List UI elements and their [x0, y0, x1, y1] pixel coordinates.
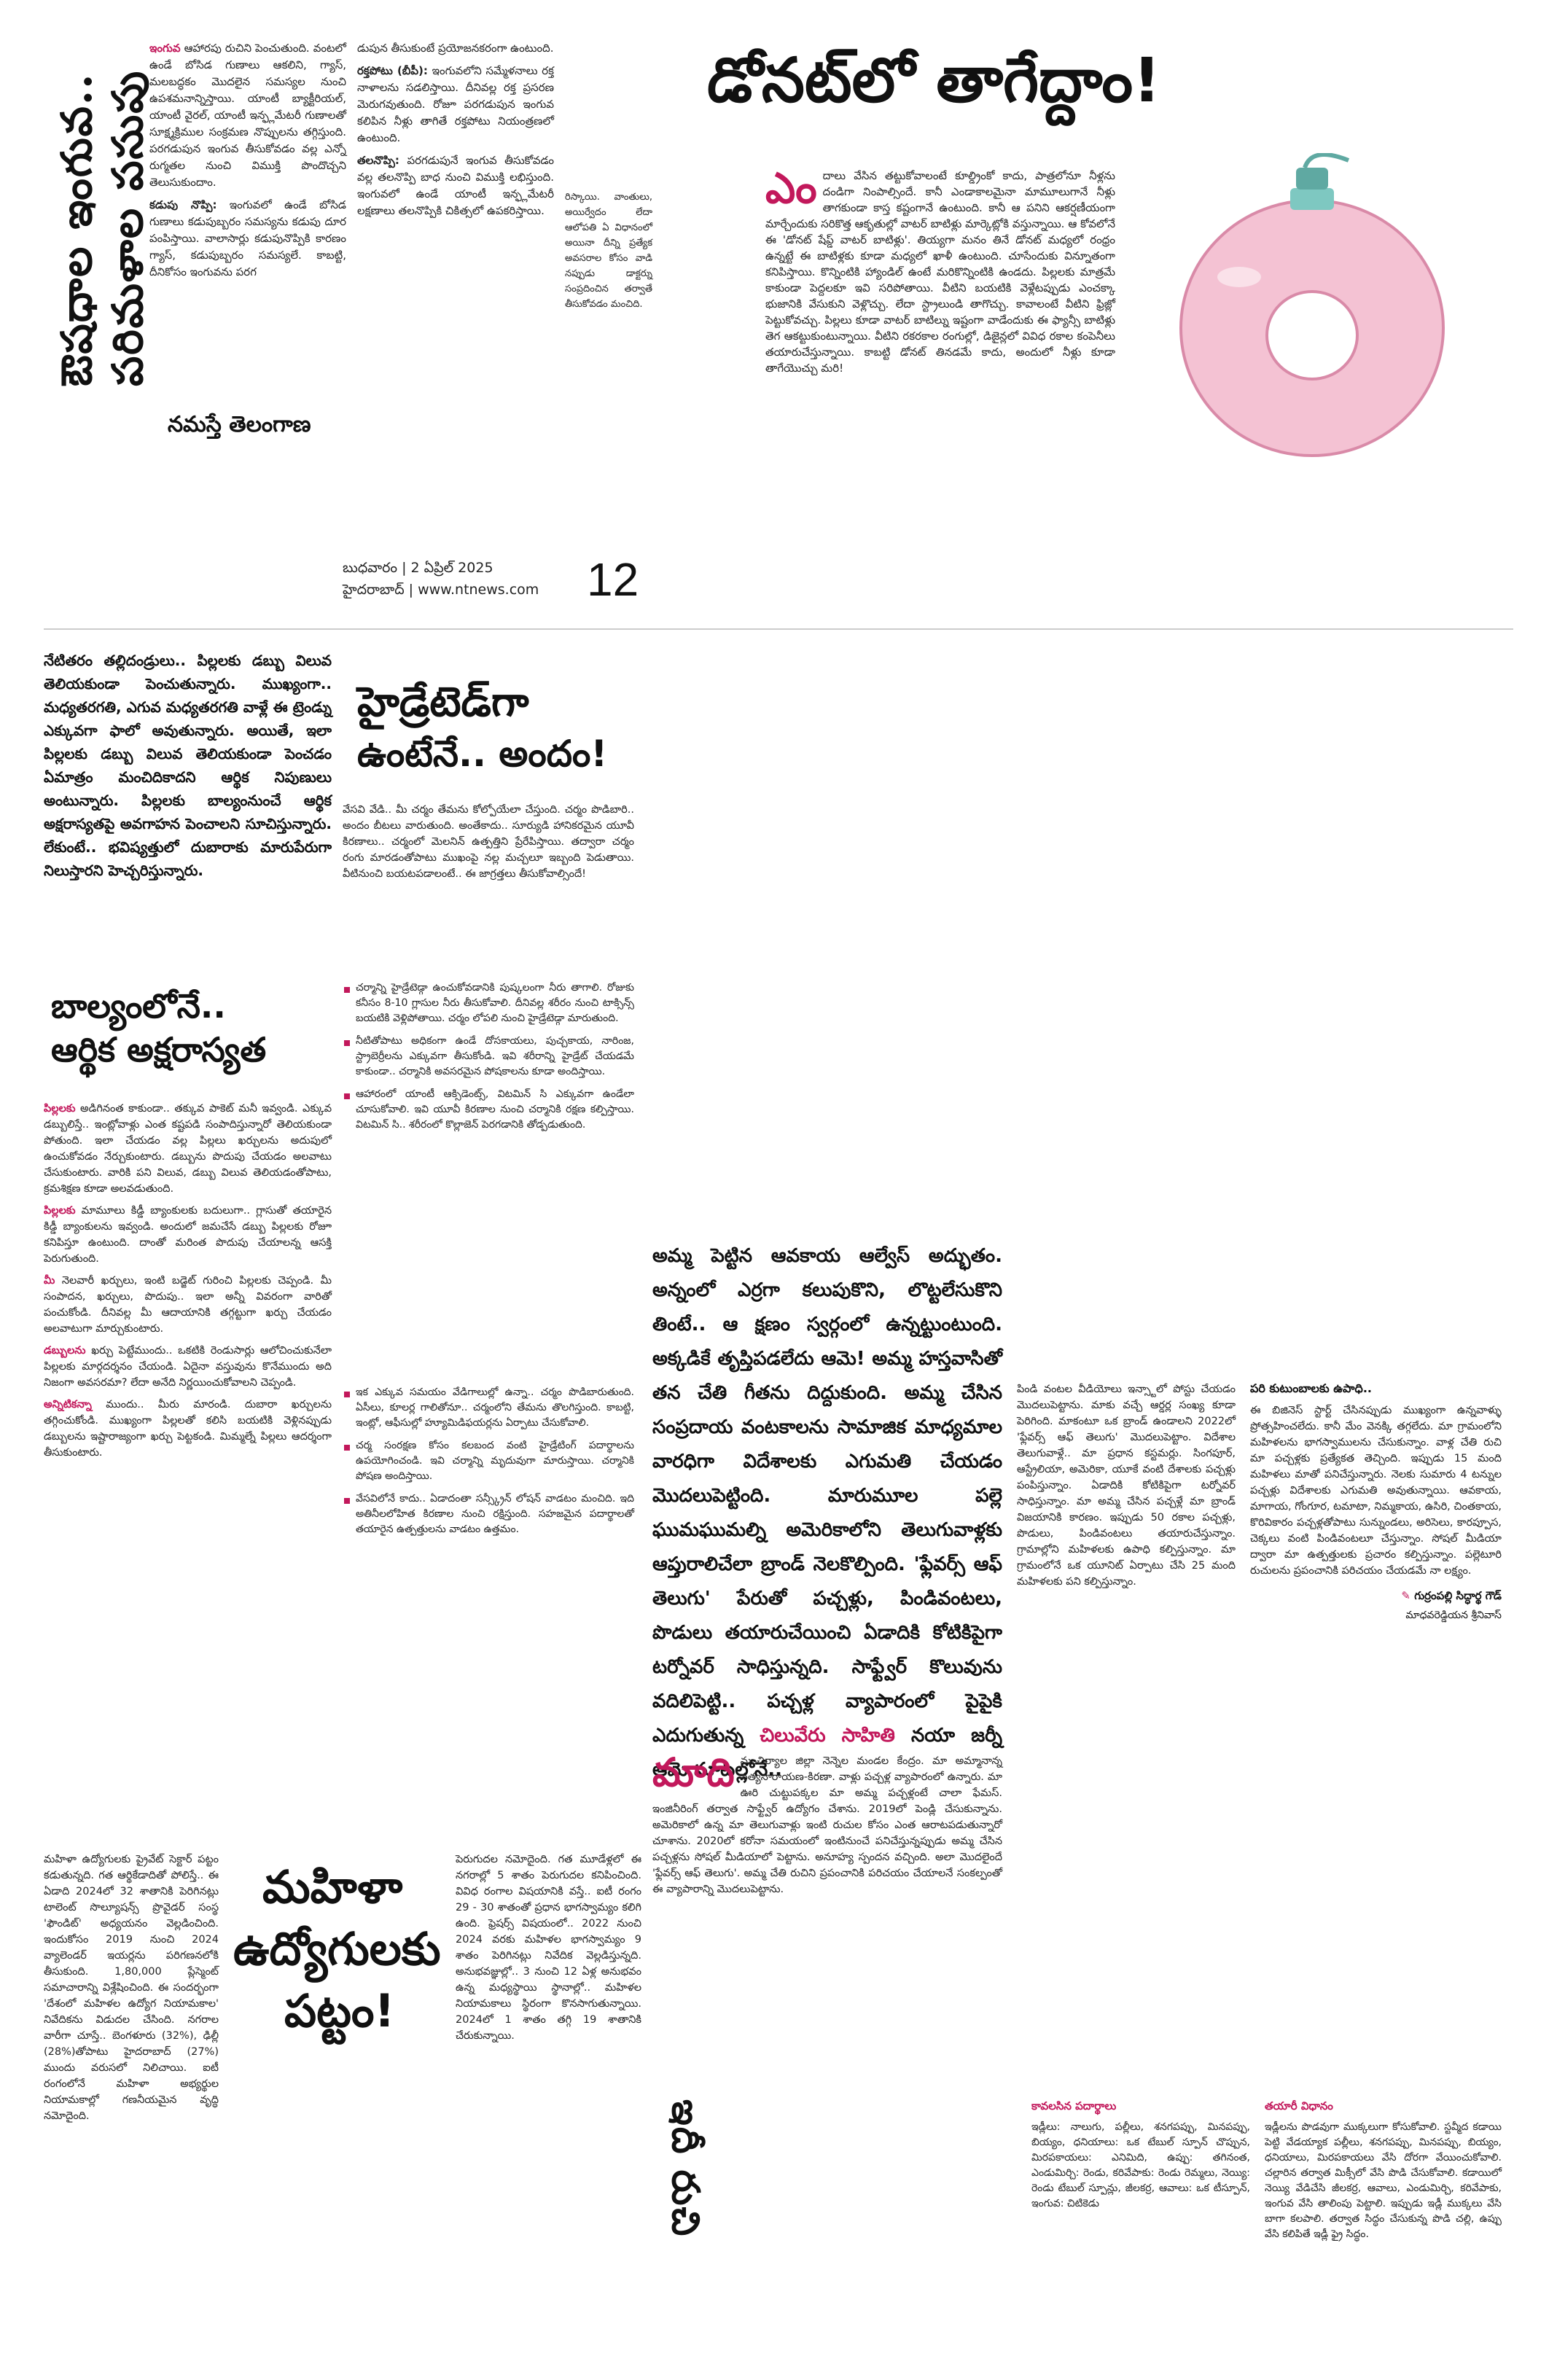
hydrated-bullet: ఆహారంలో యాంటీ ఆక్సిడెంట్స్, విటమిన్ సి ఎ…: [343, 1087, 634, 1133]
finance-title-2: ఆర్థిక అక్షరాస్యత: [51, 1030, 267, 1069]
inguva-para-4: రక్తపోటు (బీపీ): ఇంగువలోని సమ్మేళనాలు రక…: [357, 64, 554, 144]
masthead-rule: [44, 628, 1513, 630]
donut-drop-cap: ఎం: [765, 163, 817, 213]
inguva-para-1: ఇంగువ ఆహారపు రుచిని పెంచుతుంది. వంటలో ఉం…: [149, 42, 346, 189]
section-hydrated: హైడ్రేటెడ్‌గా ఉంటేనే.. అందం! వేసవి వేడి.…: [343, 649, 641, 1837]
inguva-para-3: డుపున తీసుకుంటే ప్రయోజనకరంగా ఉంటుంది.: [357, 42, 554, 55]
hydrated-bullet: చర్మ సంరక్షణ కోసం కలబంద వంటి హైడ్రేటింగ్…: [343, 1438, 634, 1484]
women-title-2: ఉద్యోగులకు: [233, 1922, 441, 1975]
hydrated-bullets: చర్మాన్ని హైడ్రేటెడ్గా ఉంచుకోవడానికి పుష…: [343, 980, 634, 1140]
hydrated-intro: వేసవి వేడి.. మీ చర్మం తేమను కోల్పోయేలా చ…: [343, 804, 634, 880]
donut-title: డోనట్‌లో తాగేద్దాం!: [707, 44, 1161, 116]
pickles-col-c: పరి కుటుంబాలకు ఉపాధి.. ఈ బిజినెస్ స్టార్…: [1250, 1381, 1502, 1623]
hydrated-bullet: చర్మాన్ని హైడ్రేటెడ్గా ఉంచుకోవడానికి పుష…: [343, 980, 634, 1026]
date-strip: బుధవారం | 2 ఏప్రిల్ 2025 హైదరాబాద్ | www…: [343, 554, 663, 618]
inguva-col-c: రిస్కాయి. వాంతులు, అయిర్వేదం లేదా ఆలోపతి…: [565, 192, 652, 310]
hydrated-title-1: హైడ్రేటెడ్‌గా: [357, 679, 529, 726]
recipe-vertical-title: ఇదీ రుచి: [663, 2099, 708, 2238]
pickles-body: మాది మంచిర్యాల జిల్లా నెన్నెల మండల కేంద్…: [652, 1749, 1002, 1896]
finance-para-4: డబ్బులను ఖర్చు పెట్టేముందు.. ఒకటికి రెండ…: [44, 1345, 332, 1389]
byline-2: మాధవరెడ్డియన శ్రీనివాస్: [1405, 1610, 1502, 1621]
hydrated-bullet: నీటితోపాటు అధికంగా ఉండే దోసకాయలు, పుచ్చక…: [343, 1034, 634, 1080]
byline: ✎ గుర్రంపల్లి సిద్ధార్థ గౌడ్: [1401, 1589, 1502, 1602]
inguva-col-a: ఇంగువ ఆహారపు రుచిని పెంచుతుంది. వంటలో ఉం…: [149, 40, 346, 286]
section-pickles: అమ్మ పెట్టిన ఆవకాయ ఆల్వేస్ అద్భుతం. అన్న…: [652, 1239, 1513, 2070]
finance-para-1: పిల్లలకు అడిగినంత కాకుండా.. తక్కువ పాకెట…: [44, 1103, 332, 1195]
hydrated-bullet: వేసవిలోనే కాదు.. ఏడాదంతా సన్స్క్రీన్ లోష…: [343, 1491, 634, 1537]
finance-intro: నేటితరం తల్లిదండ్రులు.. పిల్లలకు డబ్బు వ…: [44, 652, 332, 879]
finance-para-2: పిల్లలకు మామూలు కిడ్డీ బ్యాంకులకు బదులుగ…: [44, 1205, 332, 1265]
donut-body: ఎం దాలు వేసిన తట్టుకోవాలంటే కూల్డ్రింకో …: [765, 163, 1115, 375]
ingredients-title: కావలసిన పదార్థాలు: [1031, 2099, 1117, 2112]
recipe-ingredients: కావలసిన పదార్థాలు ఇడ్లీలు: నాలుగు, పల్లీ…: [1031, 2099, 1250, 2209]
inguva-para-2: కడుపు నొప్పి: ఇంగువలో ఉండే బోసిడ గుణాలు …: [149, 198, 346, 278]
recipe-method: తయారీ విధానం ఇడ్లీలను పొడవుగా ముక్కలుగా …: [1265, 2099, 1502, 2240]
pickles-name: చిలువేరు సాహితి: [760, 1725, 895, 1747]
women-title-1: మహిళా: [262, 1860, 403, 1913]
pickles-bold-intro: అమ్మ పెట్టిన ఆవకాయ ఆల్వేస్ అద్భుతం. అన్న…: [652, 1245, 1002, 1781]
pickles-drop-cap: మాది: [652, 1749, 735, 1795]
section-donut: డోనట్‌లో తాగేద్దాం! ఎం దాలు వేసిన తట్టుక…: [678, 29, 1523, 496]
city-line: హైదరాబాద్ | www.ntnews.com: [343, 582, 539, 598]
women-col-a: మహిళా ఉద్యోగులకు ప్రైవేట్ సెక్టార్ పట్టం…: [44, 1854, 219, 2122]
finance-paras: పిల్లలకు అడిగినంత కాకుండా.. తక్కువ పాకెట…: [44, 1101, 332, 1467]
hydrated-bullet: ఇక ఎక్కువ సమయం వేడిగాలుల్లో ఉన్నా.. చర్మ…: [343, 1385, 634, 1431]
method-title: తయారీ విధానం: [1265, 2099, 1333, 2112]
finance-title-1: బాల్యంలోనే..: [51, 986, 226, 1026]
brand-logo: నమస్తే తెలంగాణ: [168, 412, 311, 437]
donut-bottle-image: [1179, 153, 1445, 457]
inguva-col-b: డుపున తీసుకుంటే ప్రయోజనకరంగా ఉంటుంది. రక…: [357, 40, 554, 225]
women-title-3: పట్టం!: [284, 1984, 395, 2037]
inguva-para-5: తలనొప్పి: పరగడుపునే ఇంగువ తీసుకోవడం వల్ల…: [357, 154, 554, 217]
section-women: మహిళా ఉద్యోగులకు ప్రైవేట్ సెక్టార్ పట్టం…: [44, 1852, 649, 2362]
inguva-vertical-title: ఔషధాల ఇంగువ.. పరిమళాల పసుపు: [52, 69, 152, 386]
date-line: బుధవారం | 2 ఏప్రిల్ 2025: [343, 560, 493, 576]
pickles-col-c-title: పరి కుటుంబాలకు ఉపాధి..: [1250, 1381, 1372, 1395]
hydrated-bullets-2: ఇక ఎక్కువ సమయం వేడిగాలుల్లో ఉన్నా.. చర్మ…: [343, 1385, 634, 1545]
finance-para-5: అన్నిటికన్నా ముందు.. మీరు మారండి. దుబారా…: [44, 1399, 332, 1459]
section-recipe: ఇదీ రుచి కావలసిన పదార్థాలు ఇడ్లీలు: నాలు…: [652, 2099, 1513, 2362]
hydrated-title-2: ఉంటేనే.. అందం!: [357, 733, 608, 775]
page-number: 12: [587, 553, 639, 606]
women-col-b: పెరుగుదల నమోదైంది. గత మూడేళ్లలో ఈ నగరాల్…: [456, 1854, 641, 2042]
finance-para-3: మీ నెలవారీ ఖర్చులు, ఇంటి బడ్జెట్ గురించి…: [44, 1275, 332, 1335]
pickles-col-b: పిండి వంటల వీడియోలు ఇన్స్టాలో పోస్టు చేయ…: [1017, 1384, 1236, 1588]
section-finance: నేటితరం తల్లిదండ్రులు.. పిల్లలకు డబ్బు వ…: [44, 649, 335, 1844]
section-inguva: ఔషధాల ఇంగువ.. పరిమళాల పసుపు ఇంగువ ఆహారపు…: [44, 29, 656, 496]
